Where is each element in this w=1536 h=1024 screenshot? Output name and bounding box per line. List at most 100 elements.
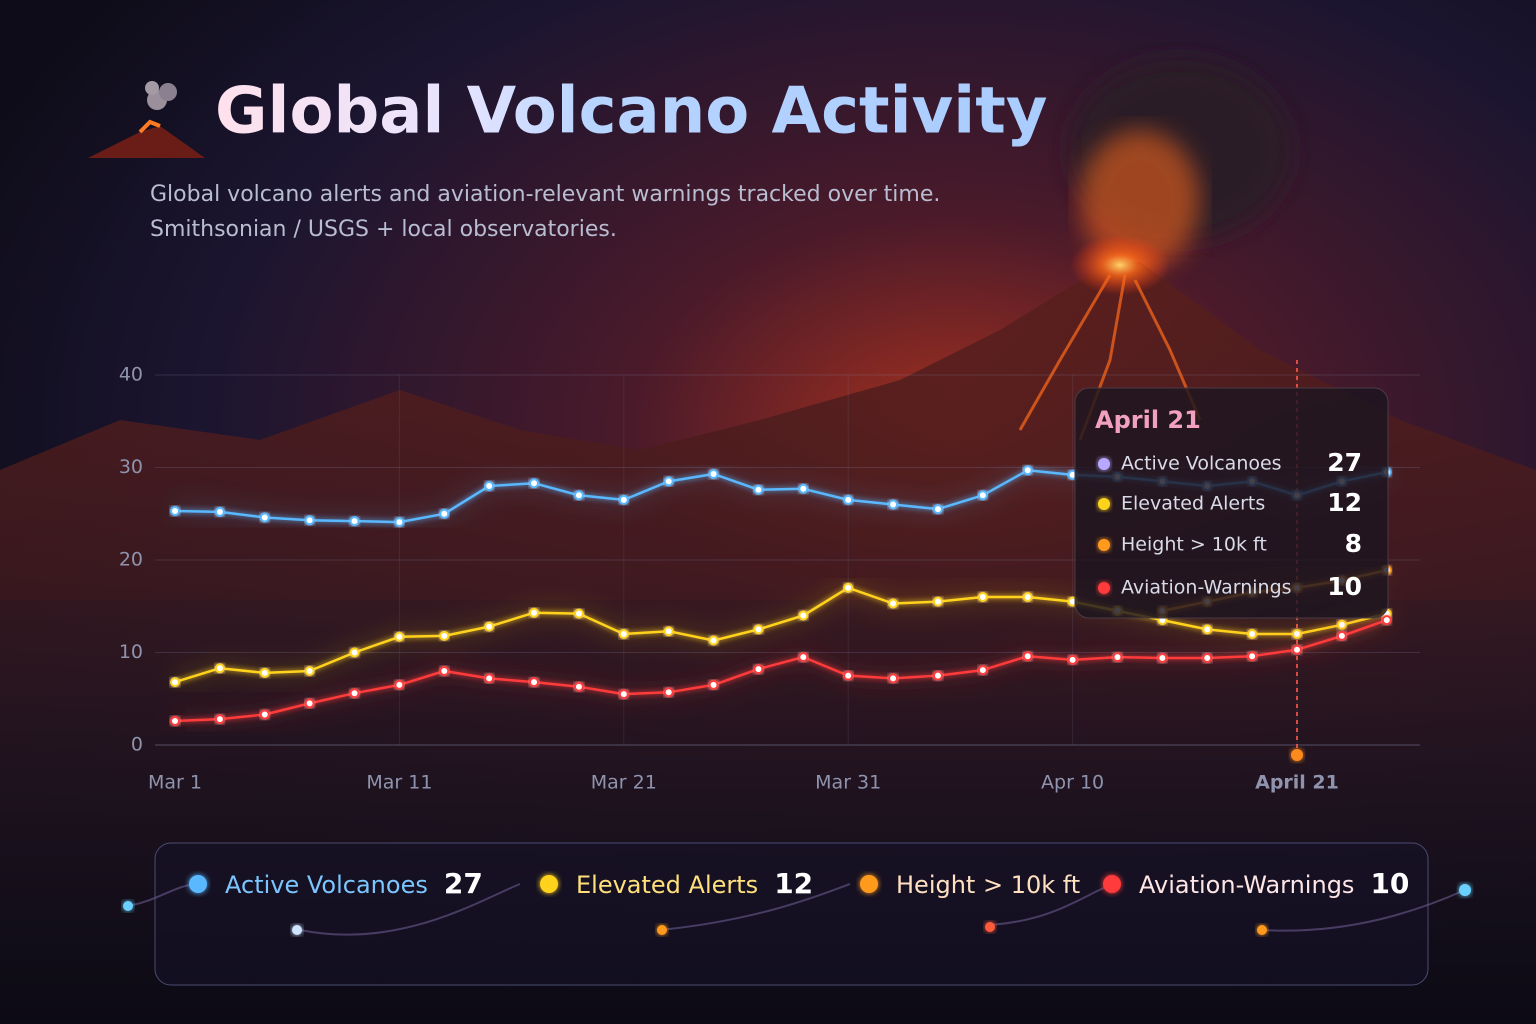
data-point — [394, 631, 405, 642]
series-line — [174, 586, 1388, 684]
tooltip: April 21 Active Volcanoes 27 Elevated Aler… — [1074, 387, 1389, 619]
data-point — [843, 494, 854, 505]
data-point — [618, 689, 629, 700]
legend-spark — [123, 901, 133, 911]
x-tick-label: Mar 11 — [366, 772, 432, 794]
title: Global Volcano Activity — [215, 75, 1048, 149]
data-point — [304, 698, 315, 709]
tooltip-dot — [1098, 582, 1110, 594]
legend-dot — [189, 875, 207, 893]
data-point — [304, 666, 315, 676]
legend-dot — [540, 875, 558, 893]
data-point — [349, 516, 360, 527]
data-point — [259, 512, 270, 523]
legend-spark — [1459, 884, 1471, 896]
data-point — [394, 679, 405, 690]
series-line — [174, 618, 1388, 723]
legend-swooshes — [127, 883, 1466, 936]
legend-name: Height > 10k ft — [896, 871, 1080, 899]
highlight-marker — [1291, 749, 1303, 761]
data-point — [663, 476, 674, 487]
data-point — [573, 490, 584, 501]
data-point — [484, 673, 495, 684]
data-point — [573, 608, 584, 619]
data-point — [708, 635, 719, 646]
tooltip-value: 8 — [1345, 529, 1362, 558]
tooltip-value: 10 — [1327, 572, 1362, 601]
data-point — [439, 508, 450, 519]
tooltip-dot — [1098, 498, 1110, 510]
legend-value: 10 — [1370, 867, 1409, 900]
tooltip-name: Height > 10k ft — [1121, 534, 1267, 556]
data-point — [1336, 630, 1347, 641]
legend: Active Volcanoes 27 Elevated Alerts 12 Heigh… — [123, 842, 1471, 986]
legend-spark — [1257, 925, 1267, 935]
tooltip-title: April 21 — [1095, 406, 1201, 434]
data-point — [708, 468, 719, 479]
y-tick-label: 30 — [119, 456, 143, 478]
eruption-glow — [1080, 130, 1200, 270]
legend-name: Active Volcanoes — [225, 871, 428, 899]
data-point — [170, 505, 180, 516]
data-point — [1247, 629, 1258, 639]
data-point — [932, 596, 943, 607]
data-point — [977, 665, 988, 676]
data-point — [798, 483, 809, 494]
data-point — [1336, 619, 1347, 630]
data-point — [1022, 465, 1033, 476]
data-point — [798, 610, 809, 621]
data-point — [977, 490, 988, 501]
data-point — [843, 582, 854, 593]
x-tick-label: Mar 1 — [148, 772, 202, 794]
crater — [1070, 235, 1170, 295]
data-point — [529, 677, 540, 688]
data-point — [529, 478, 540, 489]
data-point — [573, 681, 584, 692]
data-point — [349, 647, 360, 658]
data-point — [170, 677, 180, 688]
tooltip-name: Active Volcanoes — [1121, 453, 1282, 475]
subtitle: Global volcano alerts and aviation-relev… — [150, 182, 940, 207]
legend-name: Aviation-Warnings — [1139, 871, 1354, 899]
tooltip-dot — [1098, 539, 1110, 551]
data-point — [1202, 653, 1213, 664]
data-point — [1381, 615, 1392, 626]
data-point — [708, 679, 719, 690]
data-point — [618, 494, 629, 505]
tooltip-name: Elevated Alerts — [1121, 493, 1265, 515]
data-point — [798, 652, 809, 663]
data-point — [1157, 653, 1168, 664]
data-point — [618, 629, 629, 639]
x-tick-label: Apr 10 — [1041, 772, 1104, 794]
data-point — [663, 626, 674, 637]
x-tick-label: April 21 — [1255, 772, 1339, 794]
data-point — [888, 598, 899, 609]
tooltip-dot — [1098, 458, 1110, 470]
tooltip-value: 12 — [1327, 488, 1362, 517]
data-point — [259, 667, 270, 678]
data-point — [977, 592, 988, 602]
tooltip-value: 27 — [1327, 448, 1362, 477]
data-point — [394, 517, 405, 528]
data-point — [304, 515, 315, 526]
legend-dot — [1103, 875, 1121, 893]
data-point — [663, 687, 674, 698]
data-point — [1022, 651, 1033, 662]
data-point — [439, 630, 450, 641]
data-point — [1292, 644, 1302, 655]
data-point — [214, 506, 225, 517]
data-point — [932, 670, 943, 681]
data-point — [753, 624, 764, 635]
data-point — [439, 666, 450, 676]
data-point — [753, 664, 764, 675]
legend-spark — [657, 925, 667, 935]
source: Smithsonian / USGS + local observatories… — [150, 217, 617, 242]
data-point — [888, 673, 899, 684]
data-point — [349, 688, 360, 699]
tooltip-name: Aviation-Warnings — [1121, 577, 1292, 599]
data-point — [1022, 592, 1033, 602]
legend-name: Elevated Alerts — [576, 871, 758, 899]
volcano-icon — [88, 81, 205, 158]
data-point — [843, 670, 854, 681]
